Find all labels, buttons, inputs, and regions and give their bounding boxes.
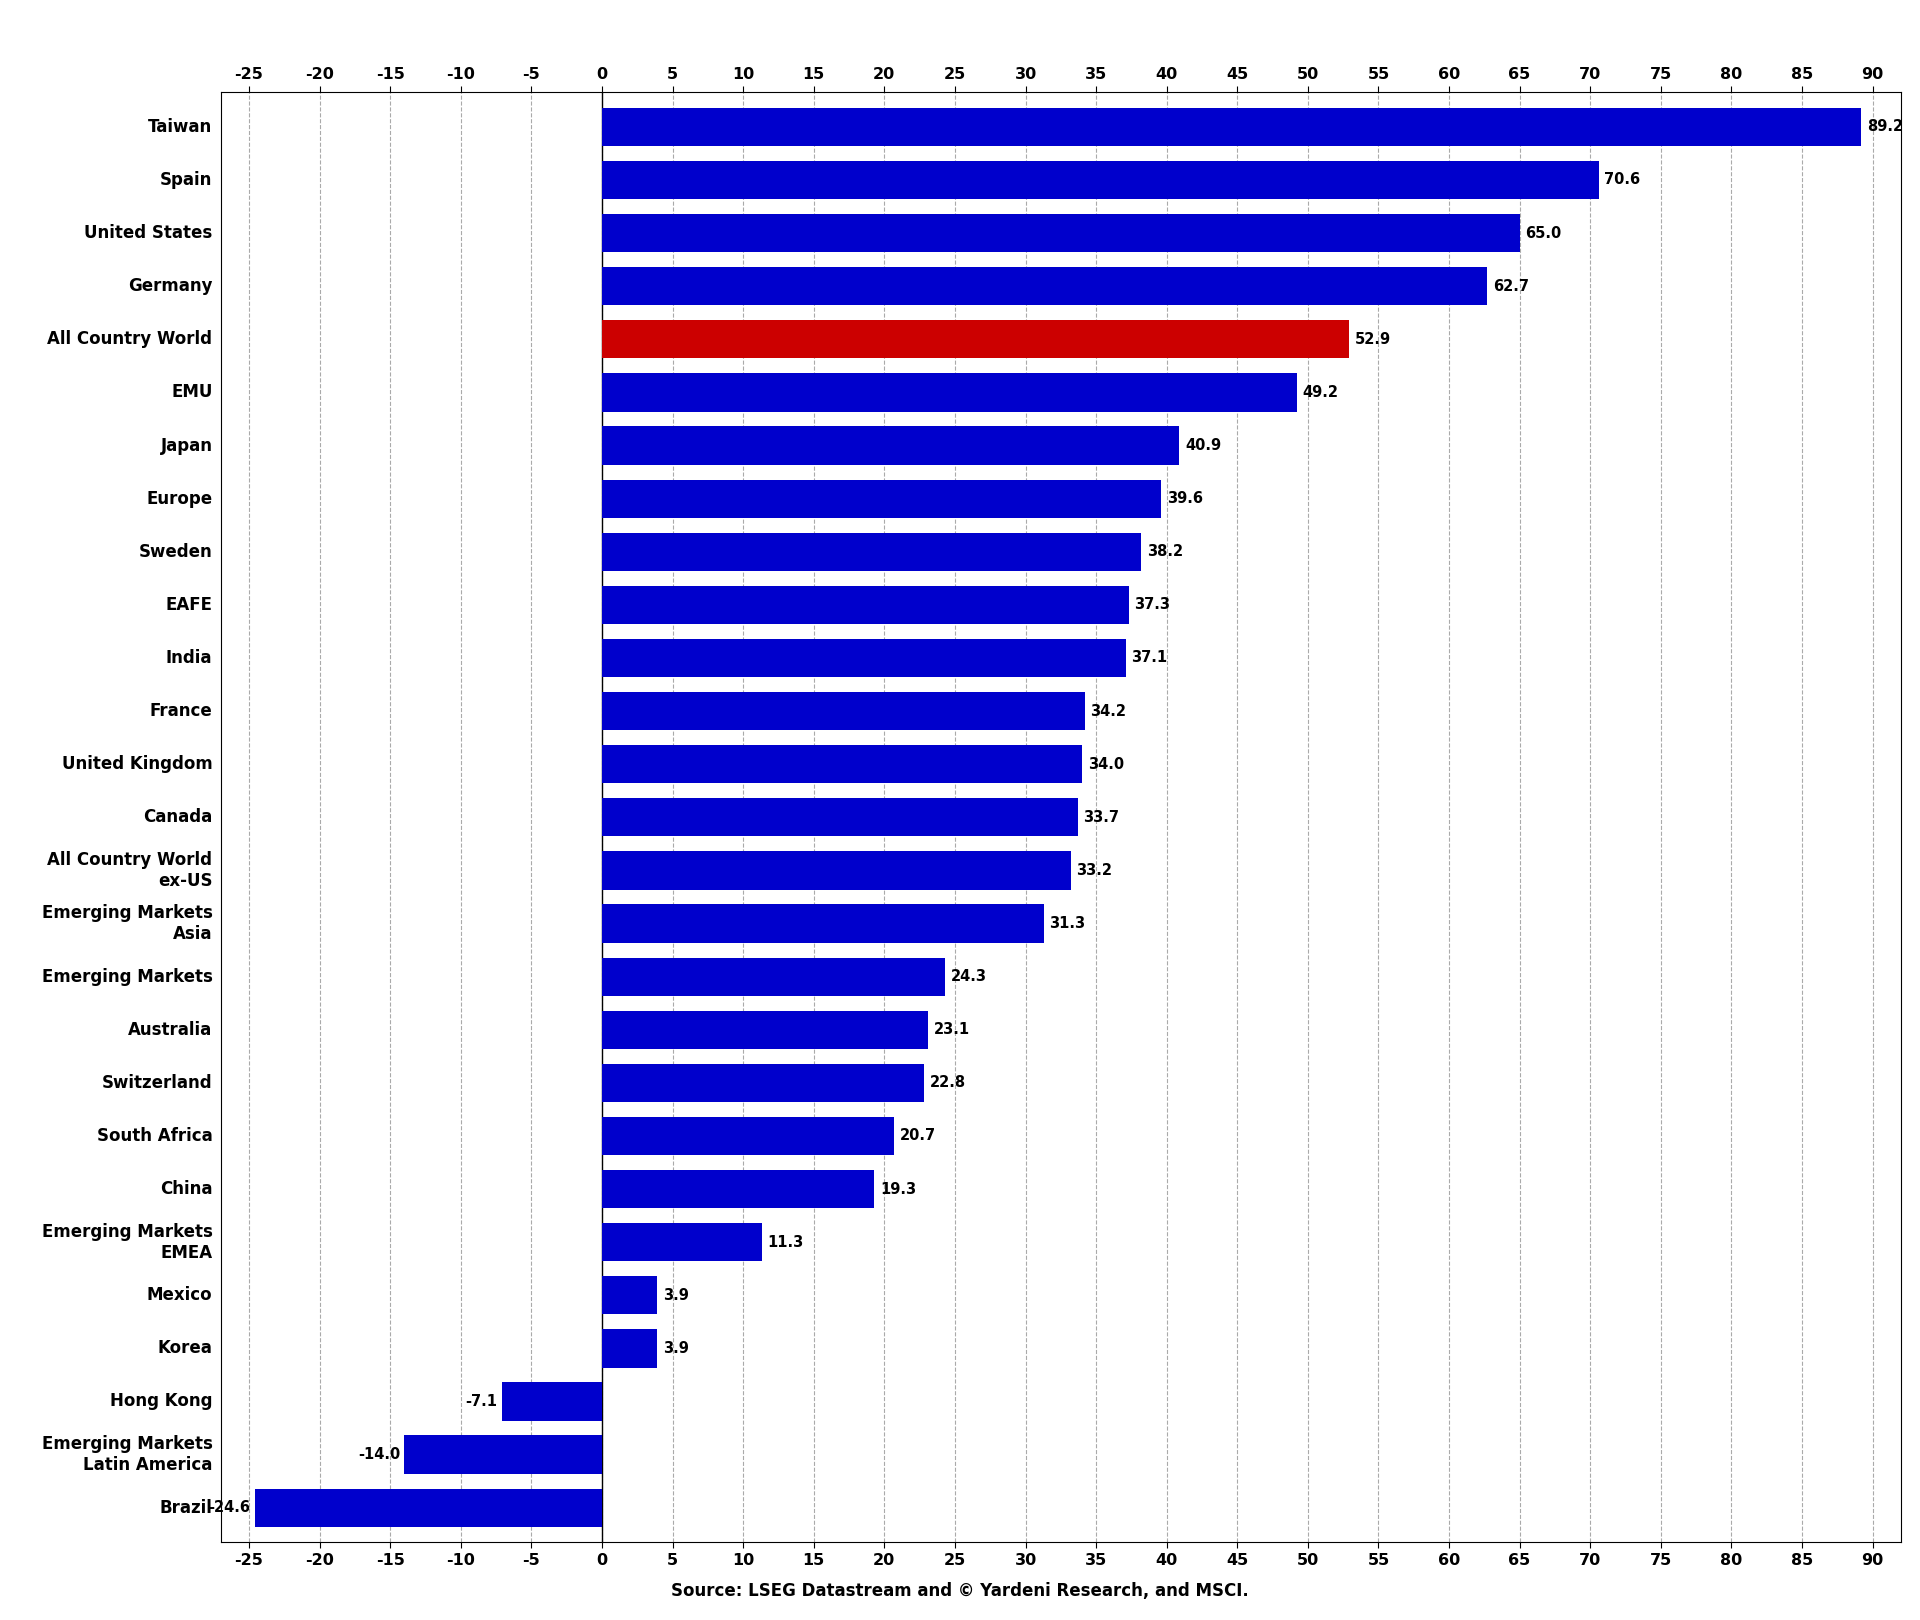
Bar [603,160,1599,199]
Text: 39.6: 39.6 [1167,491,1202,505]
Text: 3.9: 3.9 [662,1341,689,1356]
Bar [603,904,1044,943]
Bar [603,480,1162,518]
Text: Source: LSEG Datastream and © Yardeni Research, and MSCI.: Source: LSEG Datastream and © Yardeni Re… [672,1581,1248,1601]
Text: 52.9: 52.9 [1354,332,1390,347]
Bar [603,1330,657,1367]
Bar [255,1489,603,1526]
Bar [603,799,1077,836]
Bar [603,1116,895,1155]
Bar [603,373,1296,411]
Text: 33.2: 33.2 [1077,863,1112,878]
Bar [603,1170,874,1209]
Text: 40.9: 40.9 [1185,437,1221,454]
Bar [603,850,1071,889]
Bar [603,957,945,996]
Text: -24.6: -24.6 [209,1500,250,1515]
Text: (US dollar, percent change since Oct 12, 2022): (US dollar, percent change since Oct 12,… [296,52,785,70]
Bar [501,1382,603,1421]
Text: -7.1: -7.1 [465,1393,497,1409]
Bar [603,1064,924,1102]
Text: 24.3: 24.3 [950,969,987,983]
Bar [603,1277,657,1314]
Text: 3.9: 3.9 [662,1288,689,1302]
Text: 23.1: 23.1 [933,1022,970,1037]
Bar [603,267,1488,305]
Text: 34.0: 34.0 [1087,757,1123,771]
Text: 34.2: 34.2 [1091,703,1127,719]
Text: 31.3: 31.3 [1050,915,1085,932]
Text: 19.3: 19.3 [879,1181,916,1197]
Text: 22.8: 22.8 [929,1076,966,1090]
Text: 70.6: 70.6 [1605,172,1640,188]
Bar [603,426,1179,465]
Text: 37.3: 37.3 [1135,598,1169,612]
Text: 89.2: 89.2 [1866,120,1903,134]
Bar [603,745,1083,784]
Text: 65.0: 65.0 [1524,225,1561,241]
Bar [603,1223,762,1262]
Bar [603,586,1129,624]
Text: 38.2: 38.2 [1146,544,1183,559]
Text: 11.3: 11.3 [768,1234,803,1249]
Text: 20.7: 20.7 [900,1129,935,1144]
Text: -14.0: -14.0 [357,1447,399,1463]
Bar [603,1011,927,1048]
Bar [603,214,1519,253]
Text: MSCI REGIONS & SELECTED MARKETS PERFORMANCE DERBY: MSCI REGIONS & SELECTED MARKETS PERFORMA… [161,11,920,31]
Bar [603,533,1140,570]
Text: 37.1: 37.1 [1131,651,1167,666]
Bar [603,321,1348,358]
Bar [603,692,1085,731]
Text: 62.7: 62.7 [1494,279,1528,293]
Bar [603,109,1860,146]
Bar [405,1435,603,1474]
Bar [603,638,1125,677]
Text: 33.7: 33.7 [1083,810,1119,825]
Text: 49.2: 49.2 [1302,386,1338,400]
